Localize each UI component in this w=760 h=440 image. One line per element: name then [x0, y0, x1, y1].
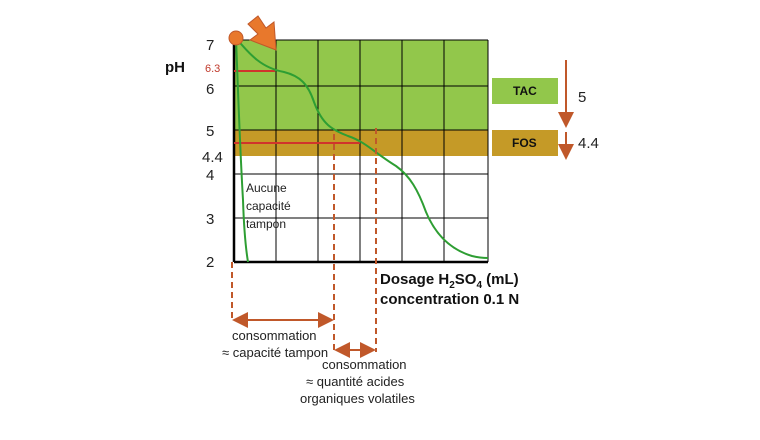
tick-63: 6.3	[205, 63, 220, 75]
buffer-note-line1: Aucune	[246, 181, 287, 195]
tick-7: 7	[206, 37, 214, 54]
tick-6: 6	[206, 81, 214, 98]
buffer-note-line2: capacité	[246, 199, 291, 213]
x-axis-label: Dosage H2SO4 (mL)	[380, 271, 519, 291]
buffer-consumption-caption-1: consommation	[232, 328, 317, 343]
projection-lines	[231, 128, 377, 352]
tac-legend-label: TAC	[513, 84, 537, 98]
orange-arrow-icon	[247, 15, 277, 51]
fos-value: 4.4	[578, 135, 599, 152]
acid-consumption-caption-2: ≈ quantité acides	[306, 374, 405, 389]
buffer-note-line3: tampon	[246, 217, 286, 231]
tick-4: 4	[206, 167, 214, 184]
tick-44: 4.4	[202, 149, 223, 166]
y-axis-label: pH	[165, 59, 185, 76]
tick-3: 3	[206, 211, 214, 228]
fos-legend-label: FOS	[512, 136, 537, 150]
orange-dot-icon	[228, 30, 244, 46]
chart-grid	[234, 39, 489, 262]
tac-value: 5	[578, 89, 586, 106]
acid-consumption-caption-1: consommation	[322, 357, 407, 372]
titration-curve	[235, 37, 489, 259]
acid-consumption-caption-3: organiques volatiles	[300, 391, 415, 406]
tac-zone	[234, 40, 488, 130]
tick-2: 2	[206, 254, 214, 271]
fast-drop-curve	[235, 37, 249, 263]
tick-5: 5	[206, 123, 214, 140]
fos-legend-box	[492, 130, 558, 156]
tac-legend-box	[492, 78, 558, 104]
x-axis-label-line2: concentration 0.1 N	[380, 291, 519, 308]
buffer-consumption-caption-2: ≈ capacité tampon	[222, 345, 328, 360]
